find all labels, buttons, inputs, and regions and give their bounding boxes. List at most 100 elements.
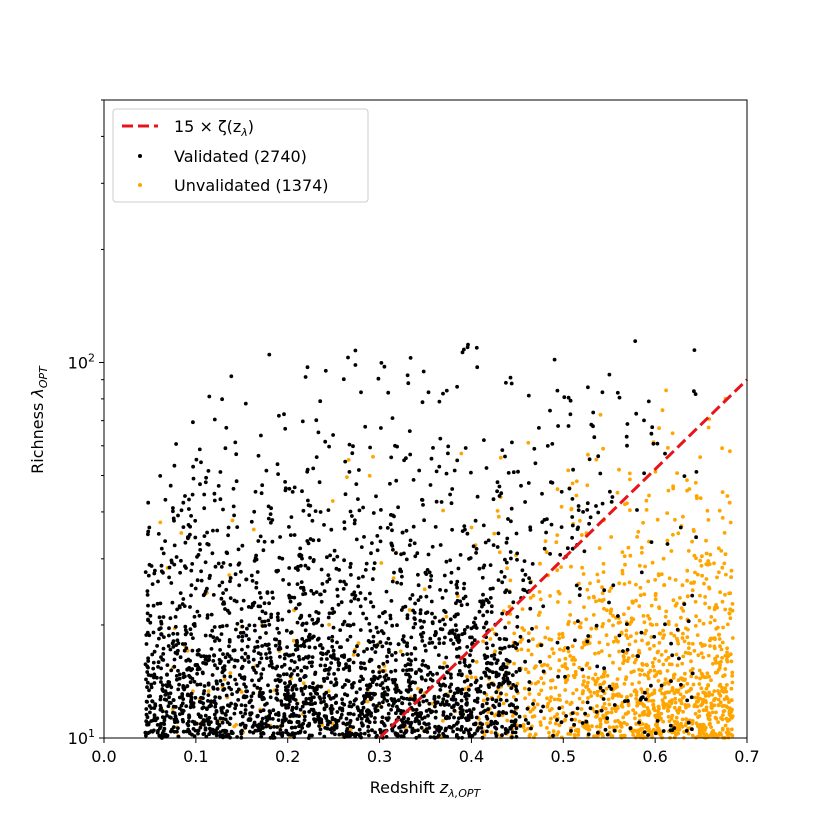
validated-point [213,663,217,668]
unvalidated-point [653,578,658,582]
validated-point [692,389,696,394]
validated-point [514,670,519,674]
validated-point [190,492,195,497]
validated-point [273,678,278,683]
validated-point [433,704,437,709]
validated-point [199,460,203,465]
validated-point [388,481,392,486]
validated-point [359,710,363,715]
validated-point [320,623,324,628]
unvalidated-point [652,668,657,673]
validated-point [297,714,301,718]
validated-point [531,702,535,706]
validated-point [549,522,554,527]
validated-point [600,501,605,506]
validated-point [195,671,200,676]
validated-point [183,540,188,545]
validated-point [466,664,471,669]
validated-point [418,595,423,599]
validated-point [213,564,218,569]
unvalidated-point [670,698,674,703]
validated-point [468,669,472,674]
validated-point [369,551,373,556]
validated-point [348,724,353,729]
validated-point [143,570,148,574]
validated-point [355,644,359,649]
validated-point [250,678,254,683]
validated-point [492,705,497,709]
validated-point [368,628,373,633]
unvalidated-point [623,712,628,716]
validated-point [469,626,474,631]
validated-point [167,626,171,631]
validated-point [460,350,465,355]
validated-point [523,500,527,504]
validated-point [230,692,235,697]
validated-point [443,610,448,614]
unvalidated-point [615,677,620,681]
validated-point [181,685,186,690]
validated-point [430,678,435,683]
unvalidated-point [579,707,584,711]
validated-point [155,723,160,727]
validated-point [474,345,479,350]
validated-point [496,685,501,689]
unvalidated-point [563,646,567,650]
validated-point [421,659,425,663]
validated-point [672,726,677,730]
unvalidated-point [689,581,693,585]
unvalidated-point [486,710,491,714]
validated-point [332,610,337,614]
unvalidated-point [693,480,698,485]
validated-point [576,504,581,508]
unvalidated-point [512,661,516,666]
validated-point [207,654,212,659]
validated-point [286,653,291,658]
validated-point [684,728,689,733]
validated-point [197,542,202,546]
unvalidated-point [555,712,560,716]
validated-point [280,664,284,669]
validated-point [283,681,287,685]
validated-point [444,588,448,593]
unvalidated-point [671,673,676,678]
validated-point [266,714,271,719]
validated-point [464,697,469,701]
validated-point [206,469,211,473]
unvalidated-point [656,649,660,654]
validated-point [371,566,376,571]
validated-point [425,568,430,572]
unvalidated-point [526,670,531,675]
validated-point [328,727,333,732]
validated-point [489,604,494,609]
validated-point [212,491,217,496]
validated-point [379,730,383,735]
unvalidated-point [548,720,552,725]
validated-point [670,653,675,658]
validated-point [408,452,413,457]
validated-point [376,676,380,681]
validated-point [309,664,314,668]
unvalidated-point [673,517,677,522]
unvalidated-point [730,670,735,675]
validated-point [389,455,394,460]
unvalidated-point [707,605,712,610]
validated-point [186,719,191,724]
validated-point [444,471,449,476]
validated-point [452,468,457,473]
validated-point [426,552,431,557]
model-line-path [378,378,749,740]
validated-point [583,711,587,716]
unvalidated-point [481,698,486,703]
validated-point [235,621,240,626]
validated-point [649,431,654,436]
validated-point [545,517,549,521]
unvalidated-point [657,606,662,611]
validated-point [552,357,557,362]
unvalidated-point [661,556,666,561]
validated-point [475,696,480,701]
validated-point [291,692,296,696]
validated-point [462,628,467,632]
validated-point [587,457,592,462]
